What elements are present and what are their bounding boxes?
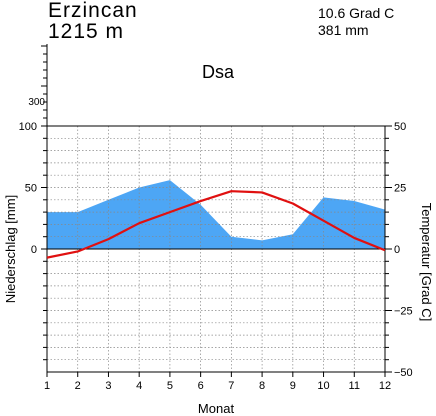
temp-tick-label: 25 (394, 183, 406, 195)
temp-tick-label: 50 (394, 121, 406, 133)
temp-tick-label: −25 (394, 306, 413, 318)
temperature-line (46, 190, 386, 259)
month-tick-label: 4 (136, 380, 142, 392)
month-tick-label: 10 (317, 380, 329, 392)
month-tick-label: 2 (75, 380, 81, 392)
precipitation-area (47, 180, 385, 249)
month-tick-label: 1 (44, 380, 50, 392)
precip-tick-label: 50 (25, 183, 37, 195)
precip-tick-label: 100 (19, 121, 37, 133)
month-tick-label: 8 (259, 380, 265, 392)
month-tick-label: 11 (349, 380, 360, 392)
temp-tick-label: 0 (394, 244, 400, 256)
month-tick-label: 3 (105, 380, 111, 392)
annual-precipitation: 381 mm (318, 22, 369, 38)
y-axis-title-right: Temperatur [Grad C] (419, 203, 434, 322)
temp-tick-label: −50 (394, 367, 413, 379)
x-axis-title: Monat (198, 401, 235, 416)
climate-class: Dsa (202, 62, 235, 82)
station-name: Erzincan (48, 0, 138, 22)
mean-temperature: 10.6 Grad C (318, 5, 395, 21)
precip-tick-label-300: 300 (28, 97, 45, 108)
month-tick-label: 7 (228, 380, 234, 392)
y-axis-title-left: Niederschlag [mm] (3, 195, 18, 303)
month-tick-label: 5 (167, 380, 173, 392)
month-tick-label: 6 (198, 380, 204, 392)
precip-tick-label: 0 (31, 244, 37, 256)
month-tick-label: 12 (379, 380, 391, 392)
station-elevation: 1215 m (48, 20, 125, 43)
month-tick-label: 9 (290, 380, 296, 392)
